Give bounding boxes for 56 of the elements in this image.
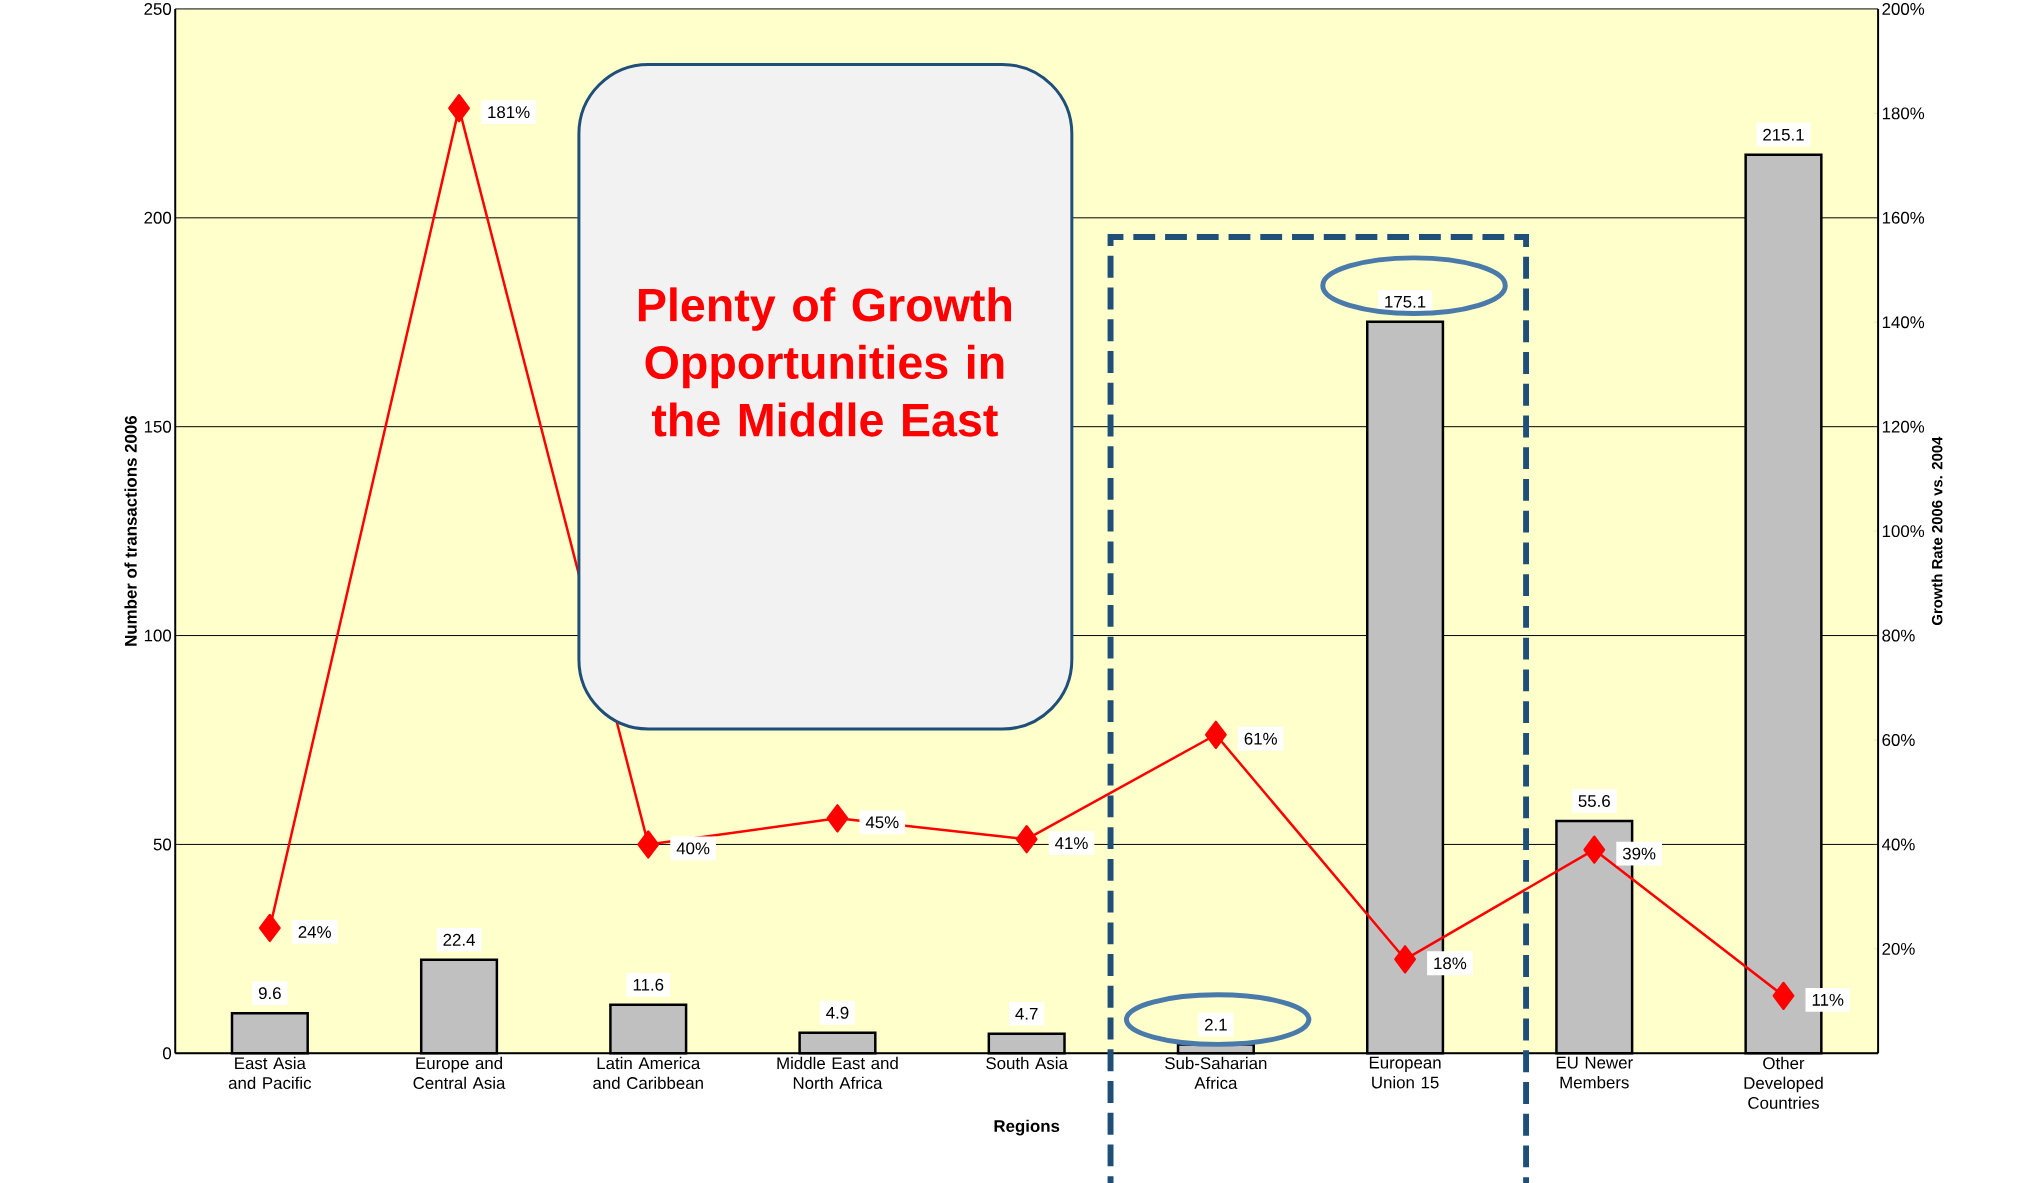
y2-tick-label: 180% xyxy=(1882,107,1925,120)
data-label: 4.7 xyxy=(1015,1007,1038,1020)
x-tick-label: Other Developed Countries xyxy=(1744,1056,1823,1109)
y2-tick-label: 120% xyxy=(1882,420,1925,433)
data-label: 55.6 xyxy=(1578,794,1610,807)
y-tick-label: 250 xyxy=(144,2,172,15)
y-axis-title: Number of transactions 2006 xyxy=(124,415,137,646)
y2-tick-label: 20% xyxy=(1882,942,1915,955)
x-tick-label: Sub-Saharian Africa xyxy=(1165,1056,1267,1089)
x-tick-label: South Asia xyxy=(986,1056,1068,1070)
y2-tick-label: 40% xyxy=(1881,838,1915,851)
y2-tick-label: 60% xyxy=(1882,733,1915,746)
y2-tick-label: 80% xyxy=(1882,629,1915,642)
point xyxy=(1394,945,1416,974)
point xyxy=(1015,824,1038,854)
y2-tick-label: 200% xyxy=(1882,2,1925,15)
x-tick-label: Europe and Central Asia xyxy=(413,1056,506,1089)
data-label: 215.1 xyxy=(1763,128,1804,141)
point xyxy=(1204,720,1227,749)
data-label: 39% xyxy=(1622,847,1656,860)
data-label: 9.6 xyxy=(258,987,281,1000)
y-tick-label: 200 xyxy=(144,211,172,224)
data-label: 41% xyxy=(1055,837,1088,849)
x-tick-label: Latin America and Caribbean xyxy=(593,1056,703,1089)
x-tick-label: European Union 15 xyxy=(1369,1056,1441,1089)
data-label: 24% xyxy=(298,925,331,938)
data-label: 11.6 xyxy=(633,978,664,991)
x-tick-label: Middle East and North Africa xyxy=(777,1056,898,1089)
data-label: 2.1 xyxy=(1205,1018,1227,1031)
y2-tick-label: 100% xyxy=(1882,525,1925,537)
x-tick-label: EU Newer Members xyxy=(1556,1056,1633,1089)
data-label: 175.1 xyxy=(1385,295,1426,308)
data-label: 18% xyxy=(1434,957,1467,970)
data-label: 181% xyxy=(488,106,530,118)
data-label: 4.9 xyxy=(826,1006,849,1019)
point xyxy=(448,93,470,123)
y2-tick-label: 160% xyxy=(1882,211,1925,224)
data-label: 40% xyxy=(676,842,710,855)
point xyxy=(258,913,281,943)
y-tick-label: 150 xyxy=(144,420,172,433)
data-label: 61% xyxy=(1244,732,1277,745)
x-tick-label: East Asia and Pacific xyxy=(228,1056,312,1089)
point xyxy=(1583,835,1606,864)
y2-tick-label: 140% xyxy=(1882,316,1925,329)
y-tick-label: 50 xyxy=(153,838,172,851)
point xyxy=(826,804,849,833)
x-axis-title: Regions xyxy=(994,1119,1060,1136)
annotation: Plenty of Growth Opportunities in the Middle East xyxy=(638,287,1012,437)
point xyxy=(637,830,660,859)
y-tick-label: 0 xyxy=(163,1047,172,1060)
y-tick-label: 100 xyxy=(144,629,172,642)
y2-axis-title: Growth Rate 2006 vs. 2004 xyxy=(1931,436,1943,625)
data-label: 11% xyxy=(1812,993,1844,1006)
point xyxy=(1772,981,1795,1010)
data-label: 22.4 xyxy=(443,933,475,946)
data-label: 45% xyxy=(865,816,899,829)
